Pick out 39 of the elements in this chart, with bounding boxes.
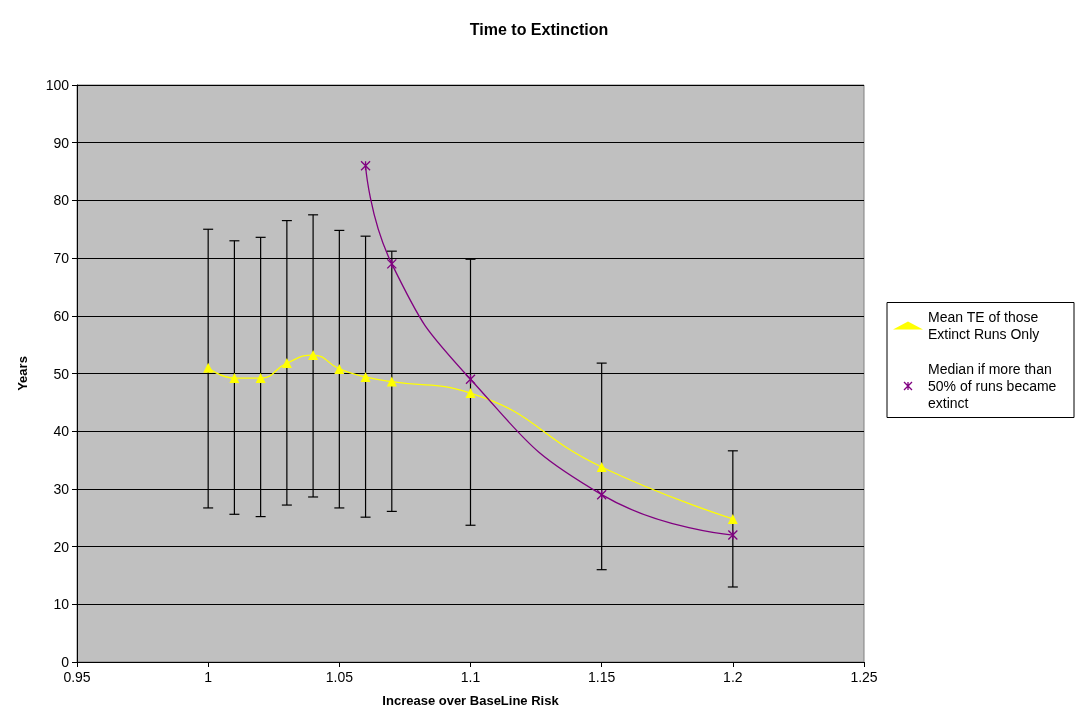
point bbox=[360, 371, 371, 382]
point bbox=[281, 358, 292, 369]
y-tick-label: 50 bbox=[53, 365, 70, 382]
y-axis-title: Years bbox=[15, 356, 30, 391]
y-tick-label: 30 bbox=[53, 480, 70, 497]
point bbox=[727, 513, 738, 524]
x-tick-label: 1.15 bbox=[588, 669, 616, 685]
point bbox=[229, 373, 240, 384]
chart-title: Time to Extinction bbox=[469, 20, 609, 38]
y-tick-label: 10 bbox=[53, 596, 70, 613]
y-tick-label: 70 bbox=[53, 250, 70, 267]
x-axis-title: Increase over BaseLine Risk bbox=[382, 693, 560, 708]
point bbox=[334, 363, 345, 374]
legend-label: Median if more than 50% of runs became extinct bbox=[928, 361, 1061, 411]
y-tick-label: 0 bbox=[61, 654, 70, 670]
y-tick-label: 80 bbox=[53, 192, 70, 209]
y-tick-label: 60 bbox=[53, 307, 70, 324]
point bbox=[596, 489, 607, 500]
point bbox=[596, 461, 607, 472]
x-tick-label: 0.95 bbox=[63, 669, 91, 685]
x-tick-label: 1.25 bbox=[850, 669, 878, 685]
y-tick-label: 100 bbox=[45, 77, 70, 93]
point bbox=[386, 258, 397, 270]
point bbox=[465, 374, 476, 385]
legend-label: Mean TE of those Extinct Runs Only bbox=[928, 309, 1043, 342]
x-tick-label: 1.1 bbox=[460, 669, 481, 685]
x-tick-label: 1 bbox=[204, 669, 213, 685]
x-tick-label: 1.05 bbox=[325, 669, 354, 685]
point bbox=[360, 160, 371, 171]
point bbox=[465, 388, 476, 399]
point bbox=[203, 362, 214, 373]
point bbox=[308, 350, 319, 361]
x-tick-label: 1.2 bbox=[723, 669, 743, 685]
y-tick-label: 90 bbox=[53, 134, 70, 151]
point bbox=[255, 373, 266, 384]
y-tick-label: 20 bbox=[53, 538, 70, 555]
y-tick-label: 40 bbox=[53, 423, 70, 440]
point bbox=[727, 529, 738, 541]
point bbox=[386, 376, 397, 387]
